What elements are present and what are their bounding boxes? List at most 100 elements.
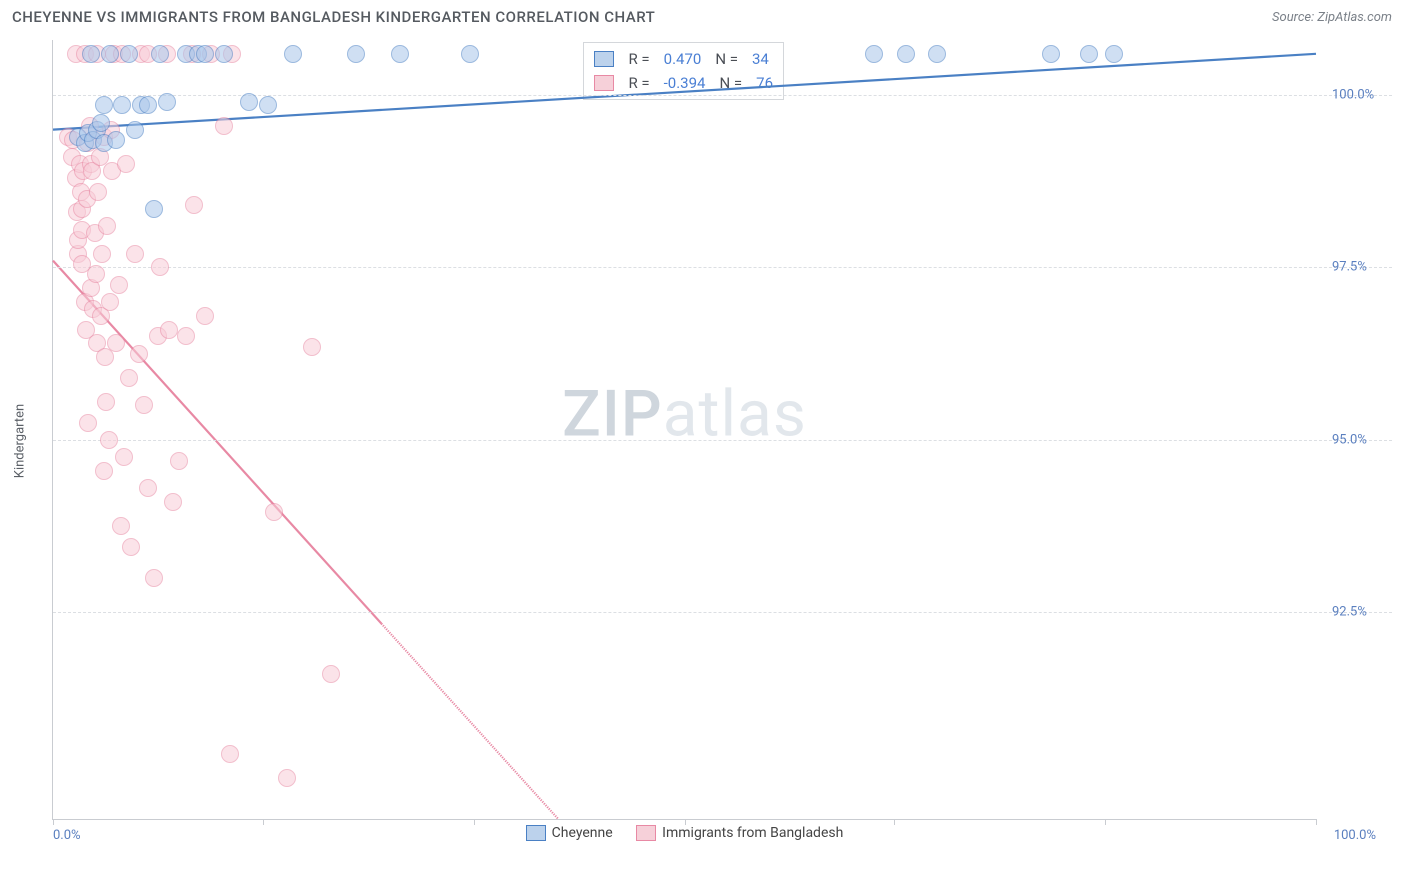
scatter-point xyxy=(112,517,130,535)
scatter-point xyxy=(130,345,148,363)
y-tick-label: 92.5% xyxy=(1322,605,1392,620)
y-axis-label: Kindergarten xyxy=(13,404,28,478)
scatter-point xyxy=(215,45,233,63)
x-tick xyxy=(685,819,686,825)
scatter-point xyxy=(158,93,176,111)
scatter-point xyxy=(79,414,97,432)
scatter-point xyxy=(117,155,135,173)
x-tick xyxy=(894,819,895,825)
scatter-point xyxy=(303,338,321,356)
scatter-point xyxy=(240,93,258,111)
swatch-bangladesh-icon xyxy=(636,825,656,841)
scatter-point xyxy=(113,96,131,114)
source-attribution: Source: ZipAtlas.com xyxy=(1272,10,1392,25)
plot-region: ZIPatlas R = 0.470 N = 34 R = -0.394 N =… xyxy=(52,40,1316,820)
x-legend: Cheyenne Immigrants from Bangladesh xyxy=(53,825,1316,845)
scatter-point xyxy=(110,276,128,294)
scatter-point xyxy=(265,503,283,521)
scatter-point xyxy=(278,769,296,787)
scatter-point xyxy=(185,196,203,214)
scatter-point xyxy=(95,96,113,114)
chart-area: Kindergarten ZIPatlas R = 0.470 N = 34 R… xyxy=(28,40,1392,842)
stats-legend: R = 0.470 N = 34 R = -0.394 N = 76 xyxy=(583,42,784,100)
x-axis-end-label: 100.0% xyxy=(1334,828,1376,843)
scatter-point xyxy=(151,258,169,276)
n-label: N = xyxy=(715,47,738,71)
y-tick-label: 100.0% xyxy=(1322,88,1392,103)
n-label: N = xyxy=(719,71,742,95)
swatch-cheyenne xyxy=(594,51,614,67)
scatter-point xyxy=(101,293,119,311)
scatter-point xyxy=(151,45,169,63)
y-tick-label: 95.0% xyxy=(1322,432,1392,447)
gridline-h xyxy=(53,612,1392,613)
x-tick xyxy=(1316,819,1317,825)
x-tick xyxy=(53,819,54,825)
r-value-cheyenne: 0.470 xyxy=(664,47,702,71)
scatter-point xyxy=(92,114,110,132)
scatter-point xyxy=(170,452,188,470)
scatter-point xyxy=(196,45,214,63)
scatter-point xyxy=(461,45,479,63)
n-value-bangladesh: 76 xyxy=(756,71,773,95)
scatter-point xyxy=(928,45,946,63)
r-value-bangladesh: -0.394 xyxy=(664,71,706,95)
x-tick xyxy=(474,819,475,825)
scatter-point xyxy=(82,45,100,63)
scatter-point xyxy=(126,245,144,263)
scatter-point xyxy=(107,131,125,149)
scatter-point xyxy=(120,369,138,387)
scatter-point xyxy=(101,45,119,63)
scatter-point xyxy=(87,265,105,283)
scatter-point xyxy=(145,569,163,587)
scatter-point xyxy=(322,665,340,683)
x-tick xyxy=(263,819,264,825)
gridline-h xyxy=(53,440,1392,441)
scatter-point xyxy=(139,96,157,114)
scatter-point xyxy=(196,307,214,325)
scatter-point xyxy=(93,245,111,263)
scatter-point xyxy=(95,462,113,480)
scatter-point xyxy=(1105,45,1123,63)
scatter-point xyxy=(391,45,409,63)
scatter-point xyxy=(177,327,195,345)
r-label: R = xyxy=(628,47,649,71)
scatter-point xyxy=(897,45,915,63)
stats-row-cheyenne: R = 0.470 N = 34 xyxy=(594,47,773,71)
scatter-point xyxy=(139,479,157,497)
y-tick-label: 97.5% xyxy=(1322,260,1392,275)
gridline-h xyxy=(53,267,1392,268)
scatter-point xyxy=(865,45,883,63)
scatter-point xyxy=(122,538,140,556)
r-label: R = xyxy=(628,71,649,95)
scatter-point xyxy=(164,493,182,511)
scatter-point xyxy=(1080,45,1098,63)
scatter-point xyxy=(145,200,163,218)
scatter-point xyxy=(98,217,116,235)
x-tick xyxy=(1105,819,1106,825)
swatch-bangladesh xyxy=(594,75,614,91)
scatter-point xyxy=(107,334,125,352)
trend-lines xyxy=(53,40,1316,819)
trend-line xyxy=(381,624,558,819)
n-value-cheyenne: 34 xyxy=(752,47,769,71)
scatter-point xyxy=(89,183,107,201)
scatter-point xyxy=(97,393,115,411)
x-legend-item-bangladesh: Immigrants from Bangladesh xyxy=(636,825,843,841)
chart-title: CHEYENNE VS IMMIGRANTS FROM BANGLADESH K… xyxy=(12,8,655,26)
scatter-point xyxy=(120,45,138,63)
scatter-point xyxy=(160,321,178,339)
scatter-point xyxy=(1042,45,1060,63)
x-legend-label-bangladesh: Immigrants from Bangladesh xyxy=(662,825,843,841)
scatter-point xyxy=(215,117,233,135)
scatter-point xyxy=(347,45,365,63)
scatter-point xyxy=(284,45,302,63)
scatter-point xyxy=(221,745,239,763)
x-legend-label-cheyenne: Cheyenne xyxy=(552,825,613,841)
swatch-cheyenne-icon xyxy=(526,825,546,841)
x-legend-item-cheyenne: Cheyenne xyxy=(526,825,613,841)
scatter-point xyxy=(115,448,133,466)
scatter-point xyxy=(259,96,277,114)
scatter-point xyxy=(135,396,153,414)
stats-row-bangladesh: R = -0.394 N = 76 xyxy=(594,71,773,95)
